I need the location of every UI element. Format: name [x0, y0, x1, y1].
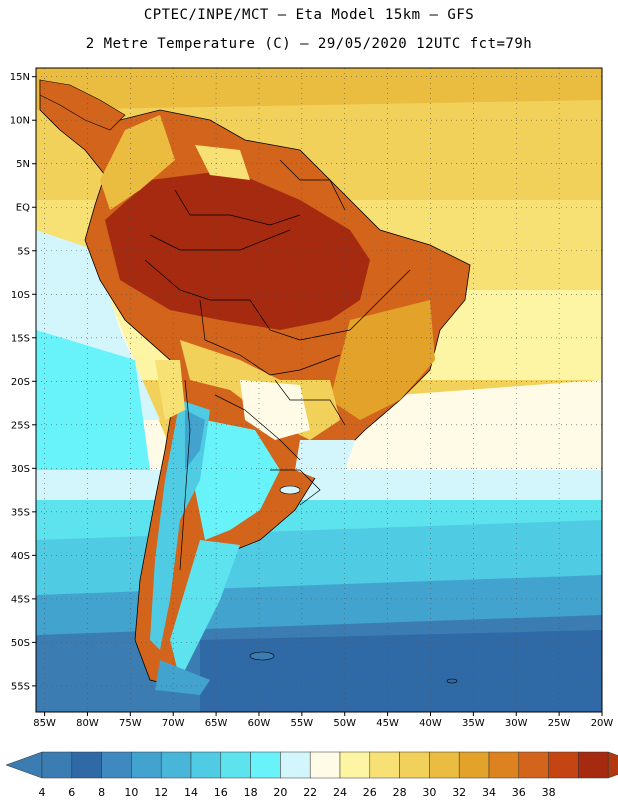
longitude-label: 60W	[248, 718, 271, 729]
colorbar-swatch	[429, 751, 460, 779]
colorbar-swatch	[190, 751, 222, 779]
colorbar-right-arrow	[607, 751, 618, 779]
colorbar-label: 16	[214, 786, 228, 799]
temperature-field-22	[240, 380, 310, 440]
longitude-label: 55W	[291, 718, 314, 729]
colorbar: 4 6 8 10 12 14 16 18 20 22 24 26 28 30 32 34 36 38	[5, 751, 618, 799]
longitude-label: 80W	[76, 718, 99, 729]
plot-frame	[35, 67, 603, 713]
colorbar-label: 18	[244, 786, 258, 799]
temperature-field-16	[170, 540, 240, 680]
map-plot-area	[36, 68, 602, 712]
latitude-labels: 15N 10N 5N EQ 5S 10S 15S 20S 25S 30S 35S 40S 45S 50S 5…	[10, 72, 36, 692]
temperature-field-20	[295, 440, 355, 480]
map-title-line-2: 2 Metre Temperature (C) – 29/05/2020 12U…	[85, 36, 533, 52]
colorbar-swatch	[518, 751, 549, 779]
temperature-field-26	[195, 145, 250, 180]
colorbar-swatch	[488, 751, 520, 779]
colorbar-swatch	[369, 751, 400, 779]
colorbar-label: 4	[39, 786, 46, 799]
colorbar-swatch	[41, 751, 73, 779]
lagoa-dos-patos	[279, 485, 301, 495]
colorbar-label: 24	[333, 786, 347, 799]
longitude-label: 35W	[462, 718, 485, 729]
latitude-label: 40S	[11, 551, 30, 562]
colorbar-swatch	[399, 751, 430, 779]
latitude-label: 15S	[11, 333, 30, 344]
ocean-field	[200, 630, 602, 712]
colorbar-label: 32	[452, 786, 466, 799]
latitude-label: EQ	[16, 203, 30, 214]
colorbar-label: 14	[184, 786, 198, 799]
colorbar-left-arrow	[5, 751, 43, 779]
longitude-label: 20W	[591, 718, 614, 729]
colorbar-label: 38	[542, 786, 556, 799]
colorbar-swatch	[131, 751, 162, 779]
map-title-line-1: CPTEC/INPE/MCT – Eta Model 15km – GFS	[143, 7, 475, 23]
colorbar-label: 22	[303, 786, 317, 799]
colorbar-label: 8	[98, 786, 105, 799]
longitude-label: 85W	[33, 718, 56, 729]
longitude-label: 30W	[505, 718, 528, 729]
longitude-label: 50W	[333, 718, 356, 729]
longitude-label: 40W	[419, 718, 442, 729]
latitude-label: 5S	[17, 246, 30, 257]
colorbar-swatch	[309, 751, 341, 779]
latitude-label: 20S	[11, 377, 30, 388]
colorbar-swatch	[339, 751, 371, 779]
temperature-field-32	[330, 300, 435, 420]
south-georgia	[446, 678, 458, 684]
latitude-label: 10S	[11, 290, 30, 301]
temperature-field-10	[155, 660, 210, 695]
colorbar-label: 12	[154, 786, 168, 799]
colorbar-swatch	[250, 751, 281, 779]
ocean-field	[36, 330, 150, 500]
longitude-label: 65W	[205, 718, 228, 729]
longitude-label: 45W	[376, 718, 399, 729]
ocean-field	[330, 380, 602, 480]
latitude-label: 25S	[11, 420, 30, 431]
longitude-label: 25W	[548, 718, 571, 729]
colorbar-swatch	[458, 751, 490, 779]
temperature-field-18	[195, 420, 280, 540]
colorbar-label: 36	[512, 786, 526, 799]
temperature-field-30	[100, 115, 175, 210]
latitude-label: 35S	[11, 507, 30, 518]
ocean-field	[36, 68, 602, 110]
colorbar-swatch	[280, 751, 311, 779]
colorbar-swatch	[71, 751, 102, 779]
colorbar-swatch	[578, 751, 609, 779]
temperature-field-26	[155, 360, 185, 420]
colorbar-label: 26	[363, 786, 377, 799]
temperature-field-14	[150, 400, 210, 650]
colorbar-label: 30	[422, 786, 436, 799]
colorbar-swatch	[101, 751, 132, 779]
longitude-label: 75W	[119, 718, 142, 729]
latitude-label: 15N	[10, 72, 30, 83]
colorbar-label: 20	[273, 786, 287, 799]
latitude-label: 30S	[11, 464, 30, 475]
temperature-field-10	[185, 410, 205, 470]
colorbar-label: 34	[482, 786, 496, 799]
country-borders	[144, 159, 411, 571]
colorbar-swatch	[548, 751, 579, 779]
central-america-landmass	[39, 79, 126, 131]
colorbar-label: 28	[393, 786, 407, 799]
colorbar-label: 6	[68, 786, 75, 799]
colorbar-swatch	[220, 751, 251, 779]
latitude-label: 55S	[11, 681, 30, 692]
colorbar-swatch	[160, 751, 192, 779]
latitude-label: 10N	[10, 116, 30, 127]
latitude-label: 50S	[11, 638, 30, 649]
colorbar-label: 10	[124, 786, 138, 799]
latitude-label: 45S	[11, 594, 30, 605]
latitude-label: 5N	[16, 159, 30, 170]
longitude-labels: 85W 80W 75W 70W 65W 60W 55W 50W 45W 40W 35W 30W 25W 2…	[33, 712, 613, 729]
falkland-islands	[249, 651, 275, 661]
longitude-label: 70W	[162, 718, 185, 729]
